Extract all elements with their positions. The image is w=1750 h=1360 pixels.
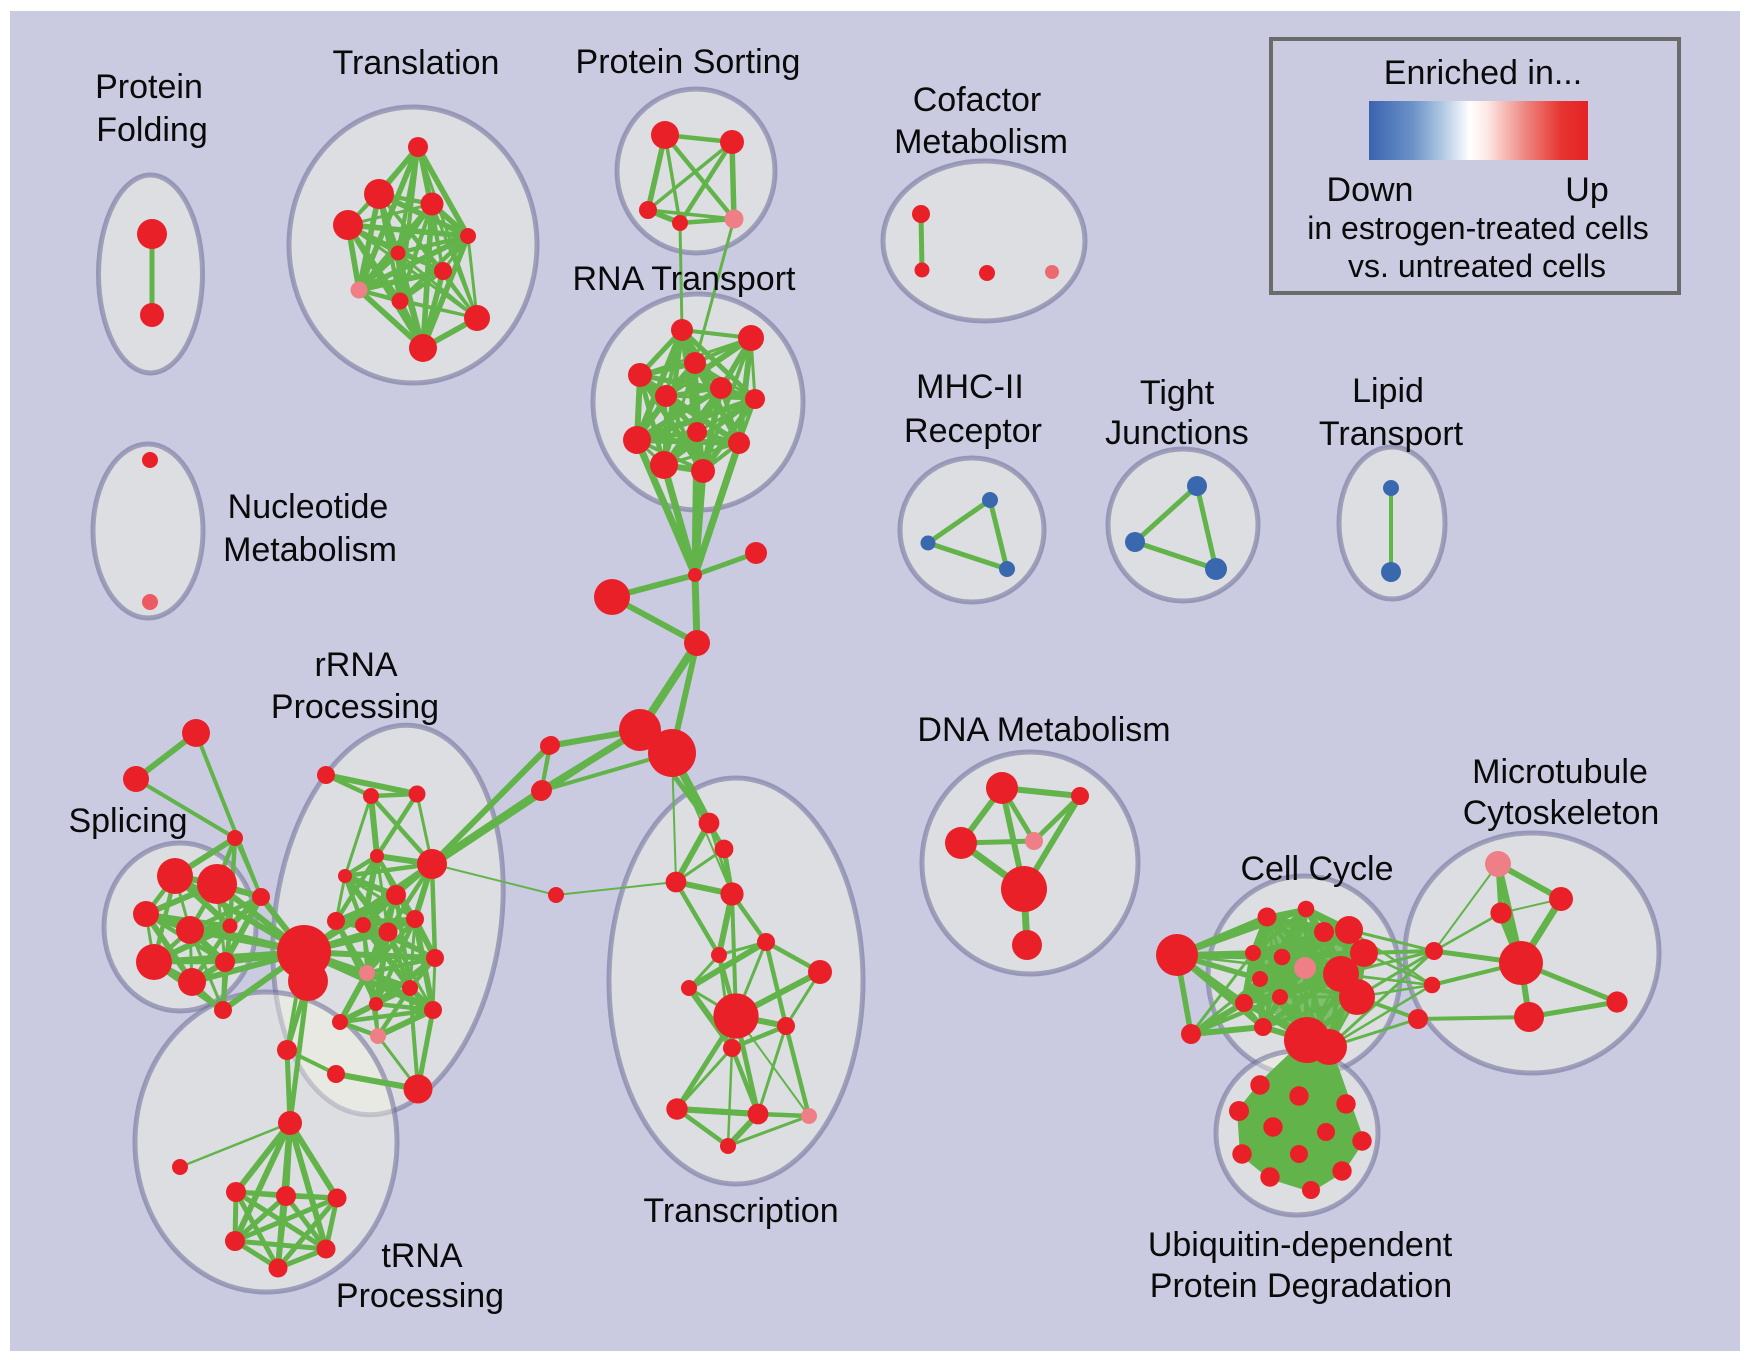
svg-text:Ubiquitin-dependent: Ubiquitin-dependent (1148, 1226, 1453, 1264)
svg-text:Translation: Translation (333, 44, 500, 82)
svg-text:RNA Transport: RNA Transport (573, 260, 797, 298)
svg-text:Receptor: Receptor (904, 412, 1042, 450)
svg-text:Lipid: Lipid (1352, 372, 1424, 410)
svg-text:Enriched in...: Enriched in... (1384, 54, 1582, 92)
svg-text:Transport: Transport (1319, 415, 1464, 453)
svg-text:Processing: Processing (271, 688, 439, 726)
svg-text:Protein Degradation: Protein Degradation (1150, 1267, 1452, 1305)
svg-text:Metabolism: Metabolism (223, 531, 397, 569)
svg-text:Tight: Tight (1140, 374, 1215, 412)
svg-text:Cytoskeleton: Cytoskeleton (1463, 794, 1660, 832)
svg-text:DNA Metabolism: DNA Metabolism (917, 711, 1170, 749)
svg-text:Microtubule: Microtubule (1472, 753, 1648, 791)
svg-text:Cell Cycle: Cell Cycle (1240, 850, 1393, 888)
svg-text:Protein Sorting: Protein Sorting (576, 43, 801, 81)
svg-text:Junctions: Junctions (1105, 414, 1249, 452)
svg-text:Splicing: Splicing (68, 802, 187, 840)
svg-text:Cofactor: Cofactor (913, 81, 1042, 119)
svg-text:Folding: Folding (96, 111, 208, 149)
svg-text:Nucleotide: Nucleotide (228, 488, 389, 526)
svg-text:vs. untreated cells: vs. untreated cells (1348, 248, 1606, 284)
svg-text:Protein: Protein (95, 68, 203, 106)
svg-text:in estrogen-treated cells: in estrogen-treated cells (1307, 210, 1649, 246)
svg-text:MHC-II: MHC-II (916, 368, 1024, 406)
svg-text:Down: Down (1327, 171, 1414, 209)
svg-text:tRNA: tRNA (381, 1237, 463, 1275)
svg-text:Metabolism: Metabolism (894, 123, 1068, 161)
svg-text:Up: Up (1565, 171, 1608, 209)
svg-text:rRNA: rRNA (314, 646, 397, 684)
svg-text:Transcription: Transcription (643, 1192, 838, 1230)
svg-text:Processing: Processing (336, 1277, 504, 1315)
